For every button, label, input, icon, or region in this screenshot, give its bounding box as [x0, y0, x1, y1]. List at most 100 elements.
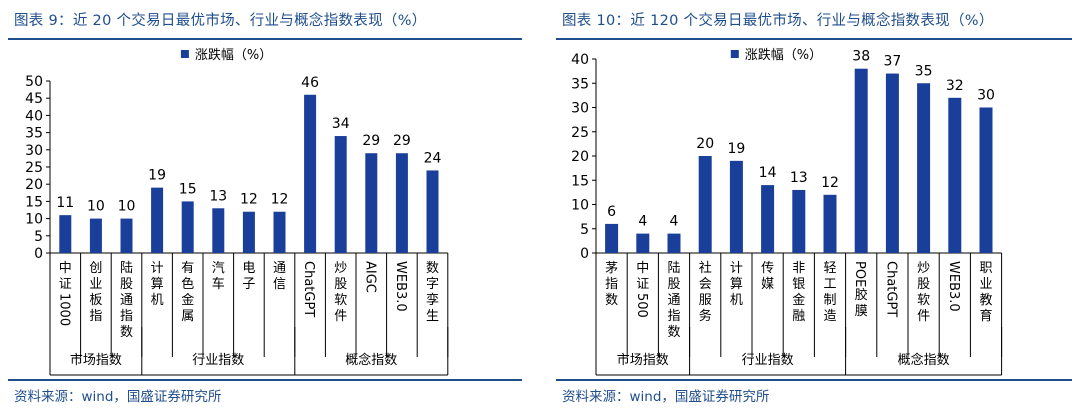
legend: 涨跌幅（%） — [730, 47, 822, 63]
category-char: 中 — [59, 261, 72, 276]
data-label: 12 — [240, 192, 258, 208]
group-label: 概念指数 — [345, 352, 397, 368]
y-tick-label: 40 — [571, 52, 589, 68]
bar — [698, 156, 712, 253]
category-text: POE — [852, 261, 867, 287]
data-label: 29 — [393, 133, 411, 149]
category-char: 机 — [151, 293, 164, 308]
category-char: 计 — [151, 261, 164, 276]
bar — [334, 136, 347, 253]
category-char: 指 — [605, 277, 618, 292]
category-char: 传 — [761, 261, 774, 276]
y-tick-label: 50 — [25, 74, 43, 90]
data-label: 24 — [424, 150, 442, 166]
data-label: 10 — [87, 199, 105, 215]
category-char: 股 — [917, 277, 930, 292]
y-tick-label: 30 — [571, 101, 589, 117]
category-char: 服 — [699, 293, 712, 308]
bar — [636, 233, 650, 253]
category-char: 股 — [120, 277, 133, 292]
bar — [761, 185, 775, 253]
data-label: 46 — [301, 75, 319, 91]
category-char: 通 — [120, 293, 133, 308]
category-char: 炒 — [334, 261, 347, 276]
legend: 涨跌幅（%） — [180, 47, 272, 63]
y-tick-label: 40 — [25, 108, 43, 124]
bar — [395, 153, 408, 253]
y-tick-label: 30 — [25, 143, 43, 159]
bar — [979, 107, 993, 253]
category-char: 数 — [605, 293, 618, 308]
category-char: 软 — [917, 293, 930, 308]
category-char: 信 — [273, 277, 286, 292]
category-label: WEB3.0 — [946, 261, 961, 312]
category-text: AIGC — [362, 261, 377, 293]
data-label: 19 — [148, 168, 166, 184]
data-label: 37 — [883, 54, 901, 70]
data-label: 29 — [362, 133, 380, 149]
category-label: 汽车 — [212, 261, 225, 292]
category-char: 业 — [89, 277, 102, 292]
category-char: 育 — [979, 308, 992, 324]
bar — [792, 189, 806, 253]
data-label: 12 — [271, 192, 289, 208]
category-char: 字 — [426, 277, 439, 292]
category-char: 属 — [181, 309, 194, 324]
category-char: 融 — [792, 309, 805, 324]
data-label: 4 — [670, 214, 679, 230]
bar — [273, 211, 286, 253]
chart-title: 图表 10：近 120 个交易日最优市场、行业与概念指数表现（%） — [562, 13, 994, 29]
category-char: 轻 — [823, 261, 836, 276]
data-label: 6 — [607, 204, 616, 220]
category-char: 指 — [120, 309, 133, 324]
footer-divider — [556, 379, 1072, 381]
y-tick-label: 35 — [25, 126, 43, 142]
category-text: 500 — [634, 293, 649, 318]
category-char: 社 — [699, 260, 712, 276]
y-tick-label: 25 — [25, 160, 43, 176]
category-char: 指 — [667, 309, 680, 324]
category-char: 孪 — [426, 292, 439, 308]
category-text: 1000 — [56, 293, 71, 326]
bar — [304, 94, 317, 253]
bar — [948, 97, 962, 253]
category-char: 媒 — [761, 277, 774, 292]
y-tick-label: 25 — [571, 125, 589, 141]
bar-chart-120d: 涨跌幅（%）05101520253035406茅指数4中证5004陆股通指数20… — [571, 47, 1003, 376]
category-text: WEB3.0 — [946, 261, 961, 312]
category-char: 通 — [273, 261, 286, 276]
bar — [59, 215, 72, 253]
category-char: 子 — [242, 277, 255, 292]
category-char: 炒 — [917, 261, 930, 276]
category-char: 算 — [730, 277, 743, 292]
category-char: 金 — [792, 292, 805, 308]
category-char: 生 — [426, 309, 439, 324]
bar — [885, 73, 899, 253]
category-char: 件 — [334, 309, 347, 324]
category-char: 非 — [792, 261, 805, 276]
data-label: 38 — [852, 49, 870, 65]
y-tick-label: 20 — [25, 177, 43, 193]
y-tick-label: 10 — [571, 198, 589, 214]
source-note: 资料来源：wind，国盛证券研究所 — [562, 389, 770, 405]
category-char: 务 — [699, 308, 712, 324]
source-note: 资料来源：wind，国盛证券研究所 — [14, 389, 222, 405]
category-char: 件 — [917, 309, 930, 324]
category-char: 陆 — [667, 260, 680, 276]
title-divider — [8, 38, 522, 40]
title-divider — [556, 38, 1072, 40]
chart-title: 图表 9：近 20 个交易日最优市场、行业与概念指数表现（%） — [14, 13, 427, 29]
category-char: 股 — [334, 277, 347, 292]
y-tick-label: 5 — [580, 222, 589, 238]
data-label: 10 — [118, 199, 136, 215]
category-char: 金 — [181, 292, 194, 308]
footer-divider — [8, 379, 522, 381]
category-char: 胶 — [855, 287, 868, 303]
y-tick-label: 20 — [571, 149, 589, 165]
